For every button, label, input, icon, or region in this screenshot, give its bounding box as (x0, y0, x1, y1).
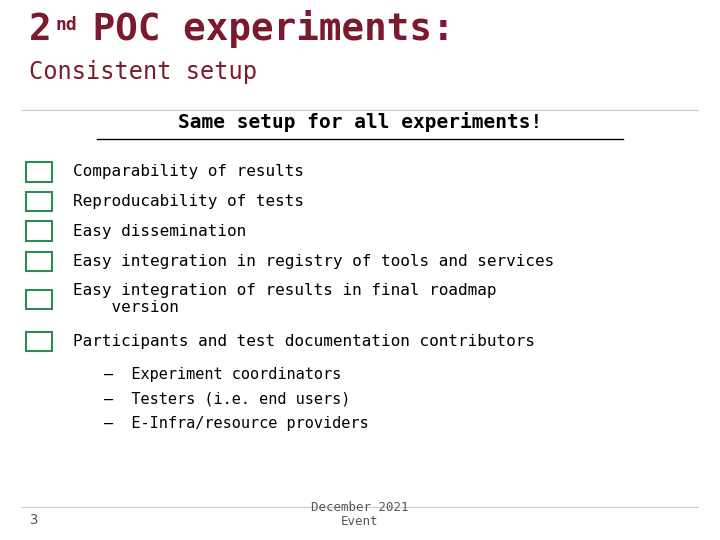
Text: 3: 3 (29, 512, 37, 526)
FancyBboxPatch shape (26, 332, 52, 351)
FancyBboxPatch shape (26, 192, 52, 211)
Text: Easy dissemination: Easy dissemination (73, 224, 247, 239)
Text: Reproducability of tests: Reproducability of tests (73, 194, 305, 209)
Text: nd: nd (55, 16, 77, 34)
Text: Easy integration in registry of tools and services: Easy integration in registry of tools an… (73, 254, 554, 269)
Text: Consistent setup: Consistent setup (29, 60, 257, 84)
FancyBboxPatch shape (26, 221, 52, 241)
Text: December 2021: December 2021 (311, 501, 409, 514)
Text: Event: Event (341, 515, 379, 528)
Text: –  Testers (i.e. end users): – Testers (i.e. end users) (104, 392, 351, 407)
Text: –  E-Infra/resource providers: – E-Infra/resource providers (104, 416, 369, 431)
Text: Comparability of results: Comparability of results (73, 164, 305, 179)
FancyBboxPatch shape (26, 162, 52, 181)
Text: –  Experiment coordinators: – Experiment coordinators (104, 367, 342, 382)
Text: Same setup for all experiments!: Same setup for all experiments! (178, 112, 542, 132)
Text: 2: 2 (29, 12, 51, 49)
Text: Participants and test documentation contributors: Participants and test documentation cont… (73, 334, 536, 349)
Text: POC experiments:: POC experiments: (70, 10, 454, 49)
Text: Easy integration of results in final roadmap
    version: Easy integration of results in final roa… (73, 283, 497, 315)
FancyBboxPatch shape (26, 252, 52, 271)
FancyBboxPatch shape (26, 289, 52, 309)
